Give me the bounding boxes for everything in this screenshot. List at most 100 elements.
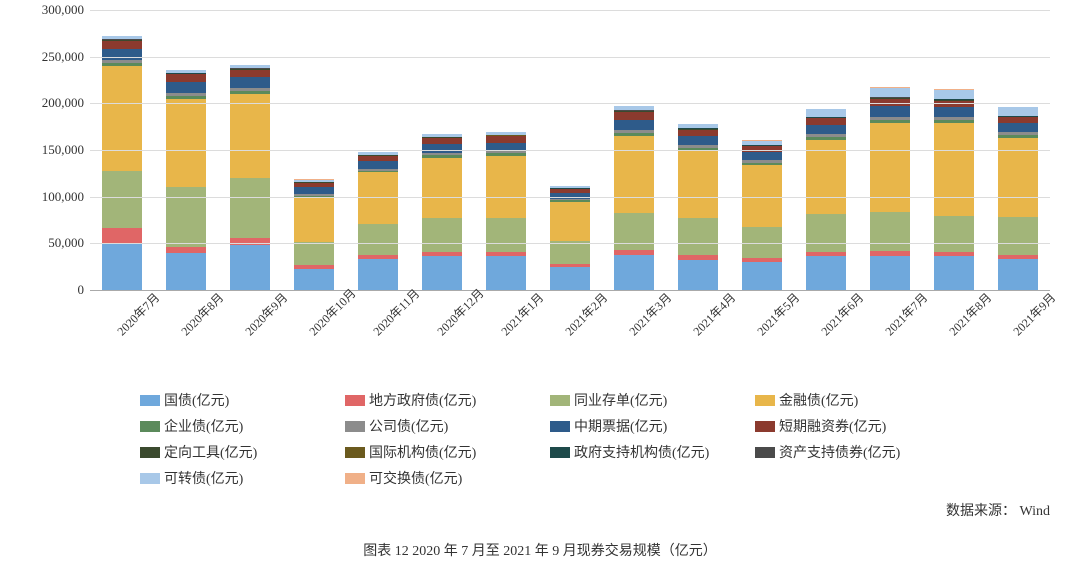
plot-area <box>90 10 1050 291</box>
bar-segment <box>678 151 718 218</box>
bar-segment <box>358 172 398 223</box>
bar-segment <box>550 202 590 240</box>
bar-column <box>102 36 142 290</box>
x-tick-label: 2020年10月 <box>305 296 348 339</box>
legend-swatch <box>345 447 365 458</box>
bar-segment <box>614 112 654 120</box>
bar-column <box>230 65 270 290</box>
legend-label: 可交换债(亿元) <box>369 468 462 488</box>
legend-swatch <box>140 473 160 484</box>
bar-segment <box>678 136 718 145</box>
bar-segment <box>934 90 974 99</box>
bar-segment <box>230 178 270 238</box>
x-tick-label: 2020年9月 <box>241 296 284 339</box>
bar-segment <box>230 94 270 178</box>
y-tick: 200,000 <box>42 95 84 111</box>
bar-segment <box>934 256 974 290</box>
x-tick-label: 2021年7月 <box>881 296 924 339</box>
bar-segment <box>678 218 718 255</box>
bar-segment <box>614 136 654 213</box>
bar-segment <box>294 198 334 242</box>
bar-segment <box>486 256 526 290</box>
bar-segment <box>998 123 1038 132</box>
bar-segment <box>230 77 270 88</box>
bar-segment <box>422 158 462 219</box>
grid-line <box>90 10 1050 11</box>
bar-segment <box>806 109 846 116</box>
y-tick: 250,000 <box>42 49 84 65</box>
legend: 国债(亿元)地方政府债(亿元)同业存单(亿元)金融债(亿元)企业债(亿元)公司债… <box>140 390 960 488</box>
bar-segment <box>550 267 590 290</box>
y-tick: 100,000 <box>42 189 84 205</box>
x-tick-label: 2021年2月 <box>561 296 604 339</box>
legend-item: 短期融资券(亿元) <box>755 416 960 436</box>
bar-column <box>422 134 462 290</box>
bar-segment <box>422 218 462 252</box>
bar-segment <box>294 269 334 290</box>
x-tick-label: 2020年7月 <box>113 296 156 339</box>
legend-label: 国债(亿元) <box>164 390 229 410</box>
legend-label: 国际机构债(亿元) <box>369 442 476 462</box>
legend-item: 中期票据(亿元) <box>550 416 755 436</box>
legend-swatch <box>140 447 160 458</box>
bar-segment <box>422 256 462 290</box>
legend-swatch <box>140 421 160 432</box>
bar-segment <box>998 107 1038 115</box>
bar-segment <box>934 107 974 117</box>
bar-segment <box>486 218 526 252</box>
bar-column <box>358 152 398 290</box>
chart-caption: 图表 12 2020 年 7 月至 2021 年 9 月现券交易规模（亿元） <box>0 540 1080 560</box>
bar-column <box>742 140 782 290</box>
bar-segment <box>294 242 334 265</box>
bar-segment <box>742 262 782 290</box>
legend-swatch <box>550 421 570 432</box>
bar-column <box>998 107 1038 290</box>
bar-segment <box>102 49 142 60</box>
legend-label: 企业债(亿元) <box>164 416 243 436</box>
legend-swatch <box>345 395 365 406</box>
legend-item: 企业债(亿元) <box>140 416 345 436</box>
grid-line <box>90 103 1050 104</box>
x-tick-label: 2021年1月 <box>497 296 540 339</box>
legend-label: 公司债(亿元) <box>369 416 448 436</box>
bar-segment <box>870 123 910 212</box>
bar-column <box>614 106 654 290</box>
legend-item: 定向工具(亿元) <box>140 442 345 462</box>
legend-swatch <box>345 473 365 484</box>
legend-swatch <box>755 421 775 432</box>
bar-column <box>806 109 846 290</box>
y-axis: 050,000100,000150,000200,000250,000300,0… <box>30 10 90 290</box>
bar-column <box>934 89 974 290</box>
bar-segment <box>166 253 206 290</box>
y-tick: 50,000 <box>48 235 84 251</box>
bar-segment <box>806 125 846 134</box>
bar-column <box>870 87 910 290</box>
source-label: 数据来源： <box>946 504 1016 519</box>
bar-segment <box>102 228 142 243</box>
bar-segment <box>102 41 142 49</box>
bar-segment <box>230 70 270 77</box>
source-value: Wind <box>1019 504 1050 519</box>
bar-column <box>678 124 718 290</box>
legend-swatch <box>755 395 775 406</box>
bar-segment <box>230 245 270 290</box>
bar-segment <box>166 82 206 93</box>
x-tick-label: 2020年12月 <box>433 296 476 339</box>
legend-label: 可转债(亿元) <box>164 468 243 488</box>
legend-label: 定向工具(亿元) <box>164 442 257 462</box>
bar-segment <box>998 217 1038 254</box>
x-tick-label: 2021年6月 <box>817 296 860 339</box>
grid-line <box>90 150 1050 151</box>
x-tick-label: 2020年11月 <box>369 296 412 339</box>
bar-segment <box>934 216 974 251</box>
bar-segment <box>870 106 910 117</box>
bar-segment <box>102 66 142 171</box>
bar-segment <box>806 256 846 290</box>
bar-segment <box>358 259 398 290</box>
legend-label: 资产支持债券(亿元) <box>779 442 900 462</box>
legend-item: 国债(亿元) <box>140 390 345 410</box>
legend-swatch <box>550 447 570 458</box>
bar-column <box>486 132 526 290</box>
bar-segment <box>102 243 142 290</box>
x-axis-labels: 2020年7月2020年8月2020年9月2020年10月2020年11月202… <box>90 296 1050 313</box>
